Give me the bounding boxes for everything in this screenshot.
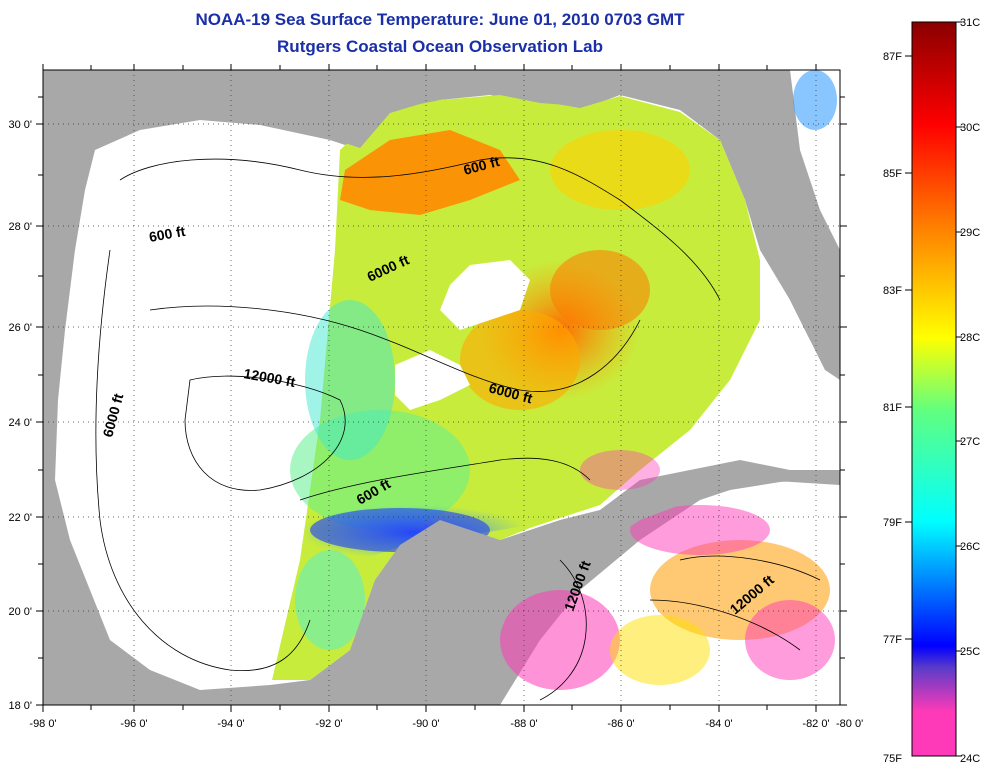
mexico-land bbox=[43, 70, 725, 705]
lat-tick-label: 24 0' bbox=[8, 417, 32, 429]
lat-tick-label: 26 0' bbox=[8, 322, 32, 334]
colorbar-ticks bbox=[905, 21, 962, 757]
fahrenheit-label: 75F bbox=[883, 753, 902, 765]
fahrenheit-label: 77F bbox=[883, 634, 902, 646]
celsius-label: 26C bbox=[960, 541, 980, 553]
cloud-patch bbox=[440, 260, 530, 330]
fahrenheit-label: 81F bbox=[883, 402, 902, 414]
fahrenheit-label: 79F bbox=[883, 517, 902, 529]
latitude-labels: 18 0' 20 0' 22 0' 24 0' 26 0' 28 0' 30 0… bbox=[8, 119, 32, 712]
celsius-label: 28C bbox=[960, 332, 980, 344]
lon-tick-label: -94 0' bbox=[217, 718, 244, 730]
warm-shelf-region bbox=[340, 130, 520, 215]
cloud-patch-2 bbox=[395, 350, 470, 410]
contour-label: 600 ft bbox=[148, 223, 187, 245]
longitude-labels: -98 0' -96 0' -94 0' -92 0' -90 0' -88 0… bbox=[29, 718, 863, 730]
fahrenheit-label: 85F bbox=[883, 168, 902, 180]
lon-tick-label: -86 0' bbox=[607, 718, 634, 730]
map-frame bbox=[42, 69, 841, 706]
colorbar-celsius-labels: 31C 30C 29C 28C 27C 26C 25C 24C bbox=[960, 17, 980, 765]
map-subtitle: Rutgers Coastal Ocean Observation Lab bbox=[277, 37, 603, 56]
colorbar bbox=[911, 21, 957, 757]
lon-tick-label: -98 0' bbox=[29, 718, 56, 730]
lon-tick-label: -90 0' bbox=[412, 718, 439, 730]
lon-tick-label: -92 0' bbox=[315, 718, 342, 730]
celsius-label: 31C bbox=[960, 17, 980, 29]
lat-tick-label: 28 0' bbox=[8, 221, 32, 233]
lat-tick-label: 22 0' bbox=[8, 512, 32, 524]
lat-tick-label: 30 0' bbox=[8, 119, 32, 131]
lat-tick-label: 20 0' bbox=[8, 606, 32, 618]
fahrenheit-label: 87F bbox=[883, 51, 902, 63]
map-title: NOAA-19 Sea Surface Temperature: June 01… bbox=[195, 10, 685, 29]
celsius-label: 30C bbox=[960, 122, 980, 134]
lon-tick-label: -84 0' bbox=[705, 718, 732, 730]
celsius-label: 24C bbox=[960, 753, 980, 765]
lon-tick-label: -80 0' bbox=[836, 718, 863, 730]
cuba-land bbox=[600, 470, 840, 540]
lat-tick-label: 18 0' bbox=[8, 700, 32, 712]
celsius-label: 29C bbox=[960, 227, 980, 239]
lon-tick-label: -88 0' bbox=[510, 718, 537, 730]
colorbar-fahrenheit-labels: 87F 85F 83F 81F 79F 77F 75F bbox=[883, 51, 902, 765]
bathymetry-contours bbox=[95, 157, 821, 701]
graticule bbox=[43, 70, 840, 705]
lon-tick-label: -96 0' bbox=[120, 718, 147, 730]
lon-tick-label: -82 0' bbox=[802, 718, 829, 730]
axis-ticks bbox=[36, 64, 847, 712]
celsius-label: 27C bbox=[960, 436, 980, 448]
yucatan-land bbox=[350, 520, 510, 705]
celsius-label: 25C bbox=[960, 646, 980, 658]
fahrenheit-label: 83F bbox=[883, 285, 902, 297]
